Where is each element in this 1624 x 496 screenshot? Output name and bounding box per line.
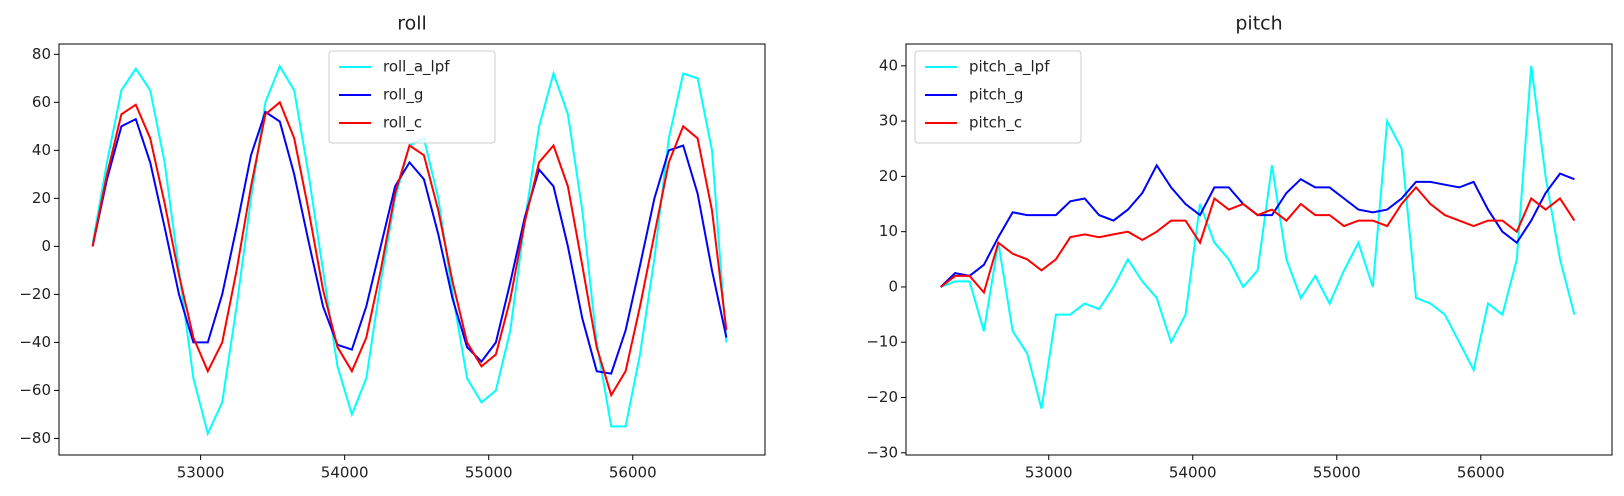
y-tick-label: 20 [32, 189, 51, 207]
line-series [940, 65, 1576, 409]
y-tick-label: 20 [879, 167, 898, 185]
legend-label: roll_g [383, 86, 423, 105]
x-tick-label: 55000 [465, 464, 513, 482]
y-tick-label: 30 [879, 112, 898, 130]
y-tick-label: 80 [32, 45, 51, 63]
y-tick-label: −40 [19, 333, 51, 351]
x-tick-label: 53000 [177, 464, 225, 482]
legend-label: pitch_c [969, 114, 1022, 133]
y-tick-label: 60 [32, 93, 51, 111]
y-tick-label: −80 [19, 429, 51, 447]
legend-box [328, 50, 496, 144]
y-tick-label: 40 [879, 56, 898, 74]
x-tick-label: 54000 [1169, 464, 1217, 482]
x-tick-label: 53000 [1025, 464, 1073, 482]
y-tick-label: −20 [866, 388, 898, 406]
y-tick-label: 40 [32, 141, 51, 159]
legend-label: pitch_g [969, 86, 1023, 105]
x-tick-label: 55000 [1313, 464, 1361, 482]
y-tick-label: 10 [879, 222, 898, 240]
x-tick-label: 56000 [1457, 464, 1505, 482]
y-tick-label: −20 [19, 285, 51, 303]
y-tick-label: 0 [41, 237, 51, 255]
legend-label: roll_a_lpf [383, 58, 450, 77]
x-tick-label: 56000 [609, 464, 657, 482]
x-tick-label: 54000 [321, 464, 369, 482]
legend-label: pitch_a_lpf [969, 58, 1050, 77]
y-tick-label: −60 [19, 381, 51, 399]
axes-frame [905, 43, 1613, 456]
y-tick-label: −30 [866, 443, 898, 461]
legend-label: roll_c [383, 114, 422, 133]
y-tick-label: 0 [888, 277, 898, 295]
line-series [91, 100, 728, 398]
line-series [91, 110, 728, 375]
axes-frame [58, 43, 766, 456]
y-tick-label: −10 [866, 333, 898, 351]
line-series [940, 185, 1576, 295]
chart-title: pitch [1235, 13, 1282, 35]
legend-box [914, 50, 1082, 144]
chart-title: roll [397, 13, 427, 35]
